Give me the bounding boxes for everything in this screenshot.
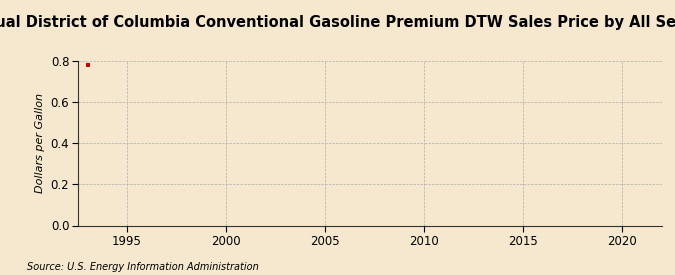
- Text: Annual District of Columbia Conventional Gasoline Premium DTW Sales Price by All: Annual District of Columbia Conventional…: [0, 15, 675, 30]
- Y-axis label: Dollars per Gallon: Dollars per Gallon: [35, 93, 45, 193]
- Text: Source: U.S. Energy Information Administration: Source: U.S. Energy Information Administ…: [27, 262, 259, 272]
